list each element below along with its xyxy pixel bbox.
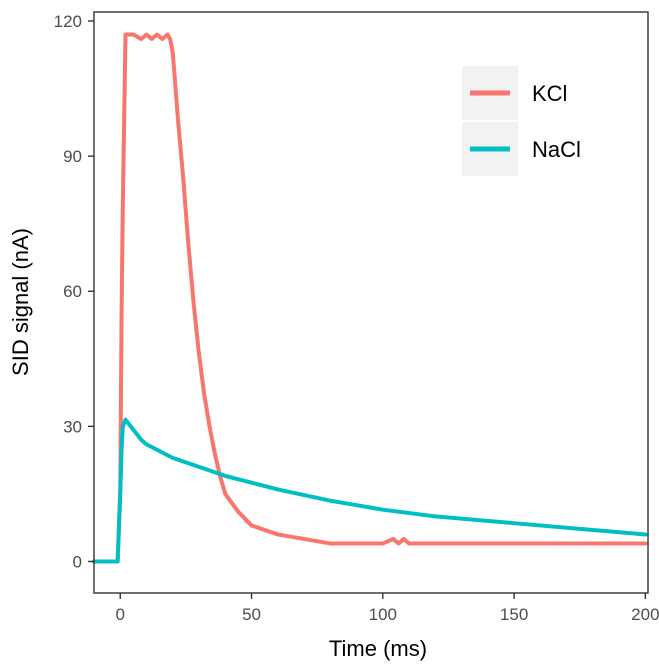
y-tick-label: 90 bbox=[63, 147, 82, 166]
x-tick-label: 200 bbox=[631, 605, 659, 624]
x-tick-label: 0 bbox=[116, 605, 125, 624]
y-tick-label: 30 bbox=[63, 417, 82, 436]
x-axis: 0 50 100 150 200 bbox=[116, 593, 659, 624]
plot-panel-border bbox=[93, 11, 649, 594]
legend-label-kcl: KCl bbox=[532, 81, 567, 106]
plot-panel-background bbox=[94, 12, 648, 593]
legend-label-nacl: NaCl bbox=[532, 137, 581, 162]
y-axis: 0 30 60 90 120 bbox=[54, 12, 94, 571]
series-layer bbox=[92, 32, 648, 564]
x-axis-title: Time (ms) bbox=[329, 636, 427, 661]
y-axis-title: SID signal (nA) bbox=[8, 228, 33, 376]
x-tick-label: 150 bbox=[500, 605, 528, 624]
x-tick-label: 50 bbox=[242, 605, 261, 624]
series-line-nacl bbox=[92, 417, 648, 564]
y-tick-label: 120 bbox=[54, 12, 82, 31]
series-line-kcl bbox=[115, 32, 648, 564]
y-tick-label: 0 bbox=[73, 552, 82, 571]
x-tick-label: 100 bbox=[369, 605, 397, 624]
y-tick-label: 60 bbox=[63, 282, 82, 301]
legend: KCl NaCl bbox=[462, 66, 581, 176]
